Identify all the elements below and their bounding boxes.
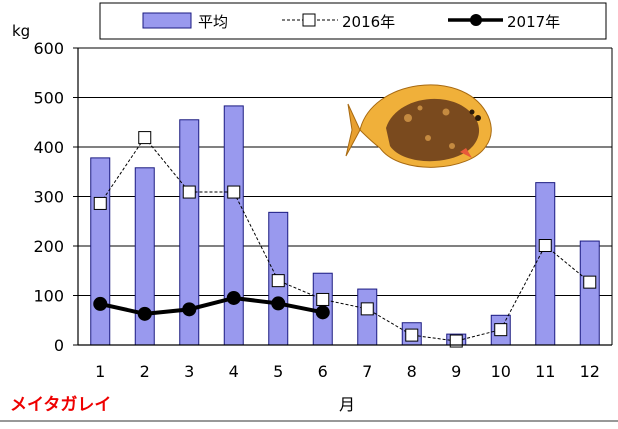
point-2017 xyxy=(137,306,152,321)
point-2016 xyxy=(583,275,597,289)
legend-label-average: 平均 xyxy=(198,13,228,31)
y-axis-ticks: 0 100 200 300 400 500 600 xyxy=(33,39,78,355)
point-2016 xyxy=(494,323,508,337)
x-tick-label: 4 xyxy=(229,362,239,381)
x-tick-label: 1 xyxy=(95,362,105,381)
bar-average xyxy=(90,157,111,346)
x-axis-title: 月 xyxy=(339,395,355,414)
legend-marker-2017 xyxy=(470,14,482,26)
point-2016 xyxy=(182,185,196,199)
flounder-icon xyxy=(345,84,492,168)
y-tick-label: 0 xyxy=(54,336,64,355)
line-2016-path xyxy=(99,136,591,342)
point-2017 xyxy=(226,290,241,305)
point-2016 xyxy=(360,302,374,316)
line-series-2017 xyxy=(93,290,330,321)
legend: 平均 2016年 2017年 xyxy=(99,2,607,40)
x-tick-label: 9 xyxy=(451,362,461,381)
y-tick-label: 600 xyxy=(33,39,64,58)
point-2016 xyxy=(538,239,552,253)
x-axis-ticks: 1 2 3 4 5 6 7 8 9 10 11 12 xyxy=(95,362,600,381)
x-tick-label: 8 xyxy=(407,362,417,381)
bar-average xyxy=(223,105,244,346)
bars-average xyxy=(90,105,600,346)
y-tick-label: 400 xyxy=(33,138,64,157)
y-axis-title: kg xyxy=(12,22,30,40)
point-2016 xyxy=(93,196,107,210)
point-2016 xyxy=(449,334,463,348)
x-tick-label: 6 xyxy=(318,362,328,381)
point-2016 xyxy=(405,328,419,342)
y-tick-label: 100 xyxy=(33,287,64,306)
y-tick-label: 300 xyxy=(33,188,64,207)
line-series-2016 xyxy=(93,131,597,348)
legend-swatch-average xyxy=(142,12,192,29)
bar-average xyxy=(535,182,556,346)
x-tick-label: 11 xyxy=(535,362,555,381)
point-2016 xyxy=(227,185,241,199)
x-tick-label: 2 xyxy=(140,362,150,381)
legend-label-2016: 2016年 xyxy=(342,13,395,31)
line-2017-path xyxy=(99,295,324,316)
bar-average xyxy=(357,288,378,346)
y-tick-label: 200 xyxy=(33,237,64,256)
point-2016 xyxy=(316,292,330,306)
x-tick-label: 3 xyxy=(184,362,194,381)
y-tick-label: 500 xyxy=(33,89,64,108)
point-2017 xyxy=(271,296,286,311)
legend-label-2017: 2017年 xyxy=(507,13,560,31)
point-2016 xyxy=(138,131,152,145)
point-2017 xyxy=(315,305,330,320)
point-2017 xyxy=(93,296,108,311)
bar-average xyxy=(579,240,600,346)
species-label: メイタガレイ xyxy=(10,395,111,415)
x-tick-label: 7 xyxy=(362,362,372,381)
point-2017 xyxy=(182,302,197,317)
point-2016 xyxy=(271,274,285,288)
x-tick-label: 10 xyxy=(491,362,511,381)
x-tick-label: 12 xyxy=(580,362,600,381)
x-tick-label: 5 xyxy=(273,362,283,381)
legend-marker-2016 xyxy=(302,13,316,27)
gridlines xyxy=(78,47,613,345)
